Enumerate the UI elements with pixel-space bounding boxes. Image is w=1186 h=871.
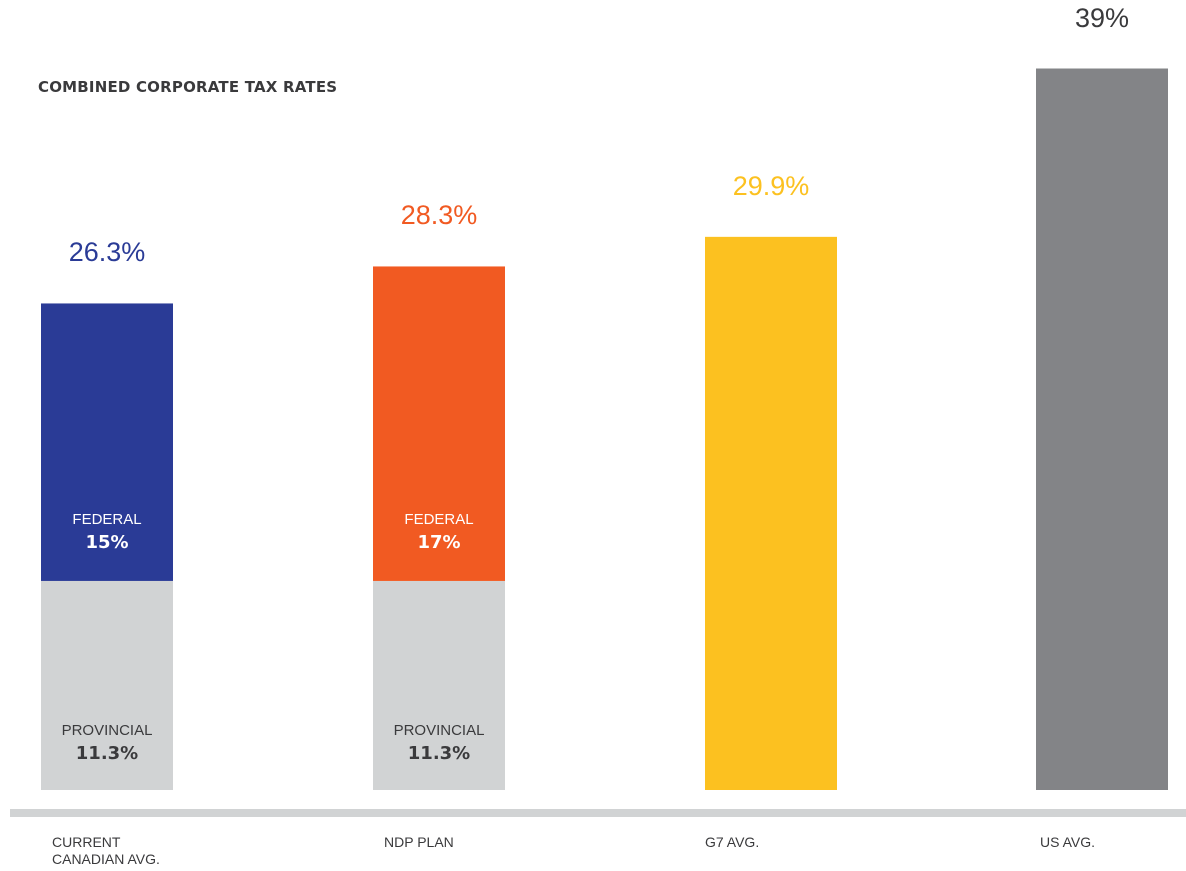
bar-total [705, 236, 837, 791]
federal-value-label: 15% [85, 531, 129, 553]
baseline [10, 809, 1186, 817]
provincial-series-name: PROVINCIAL [393, 722, 485, 739]
federal-value-label: 17% [417, 531, 461, 553]
bar-federal [41, 303, 173, 581]
provincial-value-label: 11.3% [75, 743, 139, 764]
total-value-label: 29.9% [732, 170, 810, 201]
provincial-segment-label: PROVINCIAL 11.3% [41, 722, 173, 764]
federal-segment-label: FEDERAL 17% [373, 511, 505, 553]
total-value-label: 39% [1074, 2, 1130, 33]
category-label: NDP PLAN [384, 834, 454, 851]
category-label-line: NDP PLAN [384, 834, 454, 850]
provincial-segment-label: PROVINCIAL 11.3% [373, 722, 505, 764]
total-value-label: 28.3% [400, 200, 478, 231]
bar-federal [373, 266, 505, 581]
category-label-line: CURRENT [52, 834, 121, 850]
federal-series-name: FEDERAL [72, 510, 142, 528]
chart-title: COMBINED CORPORATE TAX RATES [38, 78, 338, 96]
bar-provincial [373, 580, 505, 790]
federal-segment-label: FEDERAL 15% [41, 511, 173, 553]
total-value-label: 26.3% [68, 237, 146, 268]
category-label-line: G7 AVG. [705, 834, 760, 850]
provincial-value-label: 11.3% [407, 743, 471, 764]
category-label-line: CANADIAN AVG. [52, 851, 160, 867]
provincial-series-name: PROVINCIAL [61, 722, 153, 739]
category-label: G7 AVG. [705, 834, 759, 851]
category-label: CURRENT CANADIAN AVG. [52, 834, 160, 868]
federal-series-name: FEDERAL [404, 510, 474, 528]
bar-total [1036, 68, 1168, 790]
category-label: US AVG. [1040, 834, 1095, 851]
bar-provincial [41, 580, 173, 790]
category-label-line: US AVG. [1040, 834, 1095, 850]
